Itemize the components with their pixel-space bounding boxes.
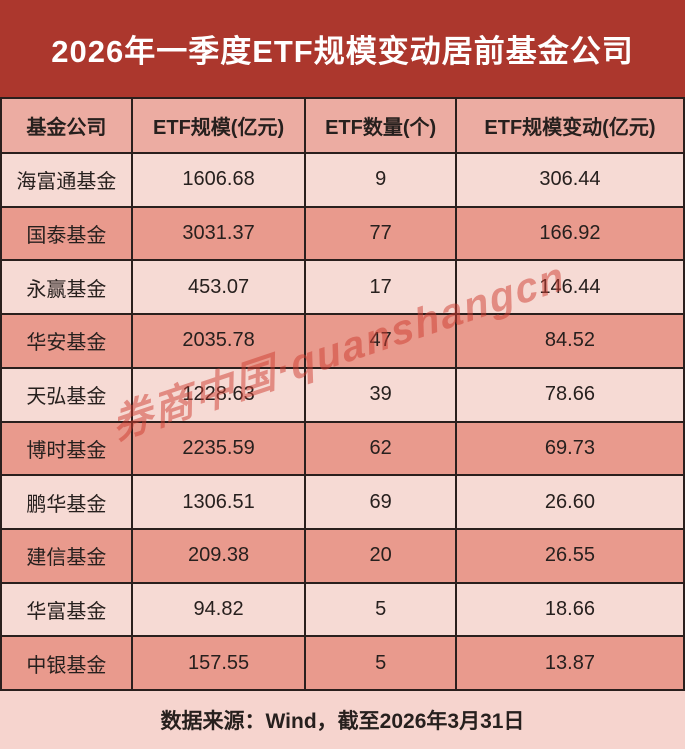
cell-count: 9 (306, 154, 457, 206)
etf-table: 基金公司 ETF规模(亿元) ETF数量(个) ETF规模变动(亿元) 海富通基… (0, 97, 685, 692)
table-row: 中银基金 157.55 5 13.87 (2, 637, 683, 692)
cell-company: 华富基金 (2, 583, 133, 636)
cell-count: 39 (306, 368, 457, 421)
table-row: 海富通基金 1606.68 9 306.44 (2, 154, 683, 208)
table-row: 华安基金 2035.78 47 84.52 (2, 315, 683, 369)
cell-company: 天弘基金 (2, 368, 133, 421)
cell-count: 17 (306, 261, 457, 314)
cell-scale: 157.55 (132, 637, 307, 690)
cell-change: 69.73 (456, 422, 683, 475)
cell-company: 中银基金 (2, 637, 133, 690)
cell-scale: 1306.51 (132, 476, 307, 528)
title-banner: 2026年一季度ETF规模变动居前基金公司 (0, 0, 685, 97)
header-cell-count: ETF数量(个) (306, 99, 457, 152)
cell-scale: 2035.78 (132, 315, 307, 367)
table-row: 建信基金 209.38 20 26.55 (2, 529, 683, 584)
table-header-row: 基金公司 ETF规模(亿元) ETF数量(个) ETF规模变动(亿元) (2, 99, 683, 154)
cell-company: 海富通基金 (2, 154, 133, 206)
cell-count: 5 (306, 583, 457, 636)
cell-change: 26.55 (456, 529, 683, 582)
cell-count: 47 (306, 315, 457, 367)
cell-change: 13.87 (456, 637, 683, 690)
page-title: 2026年一季度ETF规模变动居前基金公司 (51, 34, 634, 69)
cell-count: 69 (306, 476, 457, 528)
source-footer: 数据来源：Wind，截至2026年3月31日 (0, 691, 685, 749)
cell-change: 166.92 (456, 207, 683, 260)
cell-company: 华安基金 (2, 315, 133, 367)
cell-change: 26.60 (456, 476, 683, 528)
table-row: 国泰基金 3031.37 77 166.92 (2, 207, 683, 262)
cell-scale: 1606.68 (132, 154, 307, 206)
cell-change: 18.66 (456, 583, 683, 636)
table-row: 鹏华基金 1306.51 69 26.60 (2, 476, 683, 530)
table-row: 华富基金 94.82 5 18.66 (2, 583, 683, 638)
cell-change: 306.44 (456, 154, 683, 206)
cell-scale: 3031.37 (132, 207, 307, 260)
header-cell-scale: ETF规模(亿元) (132, 99, 307, 152)
header-cell-change: ETF规模变动(亿元) (456, 99, 683, 152)
cell-count: 77 (306, 207, 457, 260)
table-row: 永赢基金 453.07 17 146.44 (2, 261, 683, 316)
cell-company: 永赢基金 (2, 261, 133, 314)
cell-scale: 209.38 (132, 529, 307, 582)
cell-company: 鹏华基金 (2, 476, 133, 528)
table-row: 天弘基金 1228.63 39 78.66 (2, 368, 683, 423)
cell-count: 5 (306, 637, 457, 690)
cell-scale: 94.82 (132, 583, 307, 636)
cell-company: 博时基金 (2, 422, 133, 475)
cell-change: 78.66 (456, 368, 683, 421)
header-cell-company: 基金公司 (2, 99, 133, 152)
cell-company: 建信基金 (2, 529, 133, 582)
cell-change: 146.44 (456, 261, 683, 314)
cell-change: 84.52 (456, 315, 683, 367)
cell-scale: 453.07 (132, 261, 307, 314)
cell-company: 国泰基金 (2, 207, 133, 260)
cell-scale: 1228.63 (132, 368, 307, 421)
cell-count: 62 (306, 422, 457, 475)
cell-scale: 2235.59 (132, 422, 307, 475)
source-text: 数据来源：Wind，截至2026年3月31日 (160, 710, 525, 733)
cell-count: 20 (306, 529, 457, 582)
table-row: 博时基金 2235.59 62 69.73 (2, 422, 683, 477)
